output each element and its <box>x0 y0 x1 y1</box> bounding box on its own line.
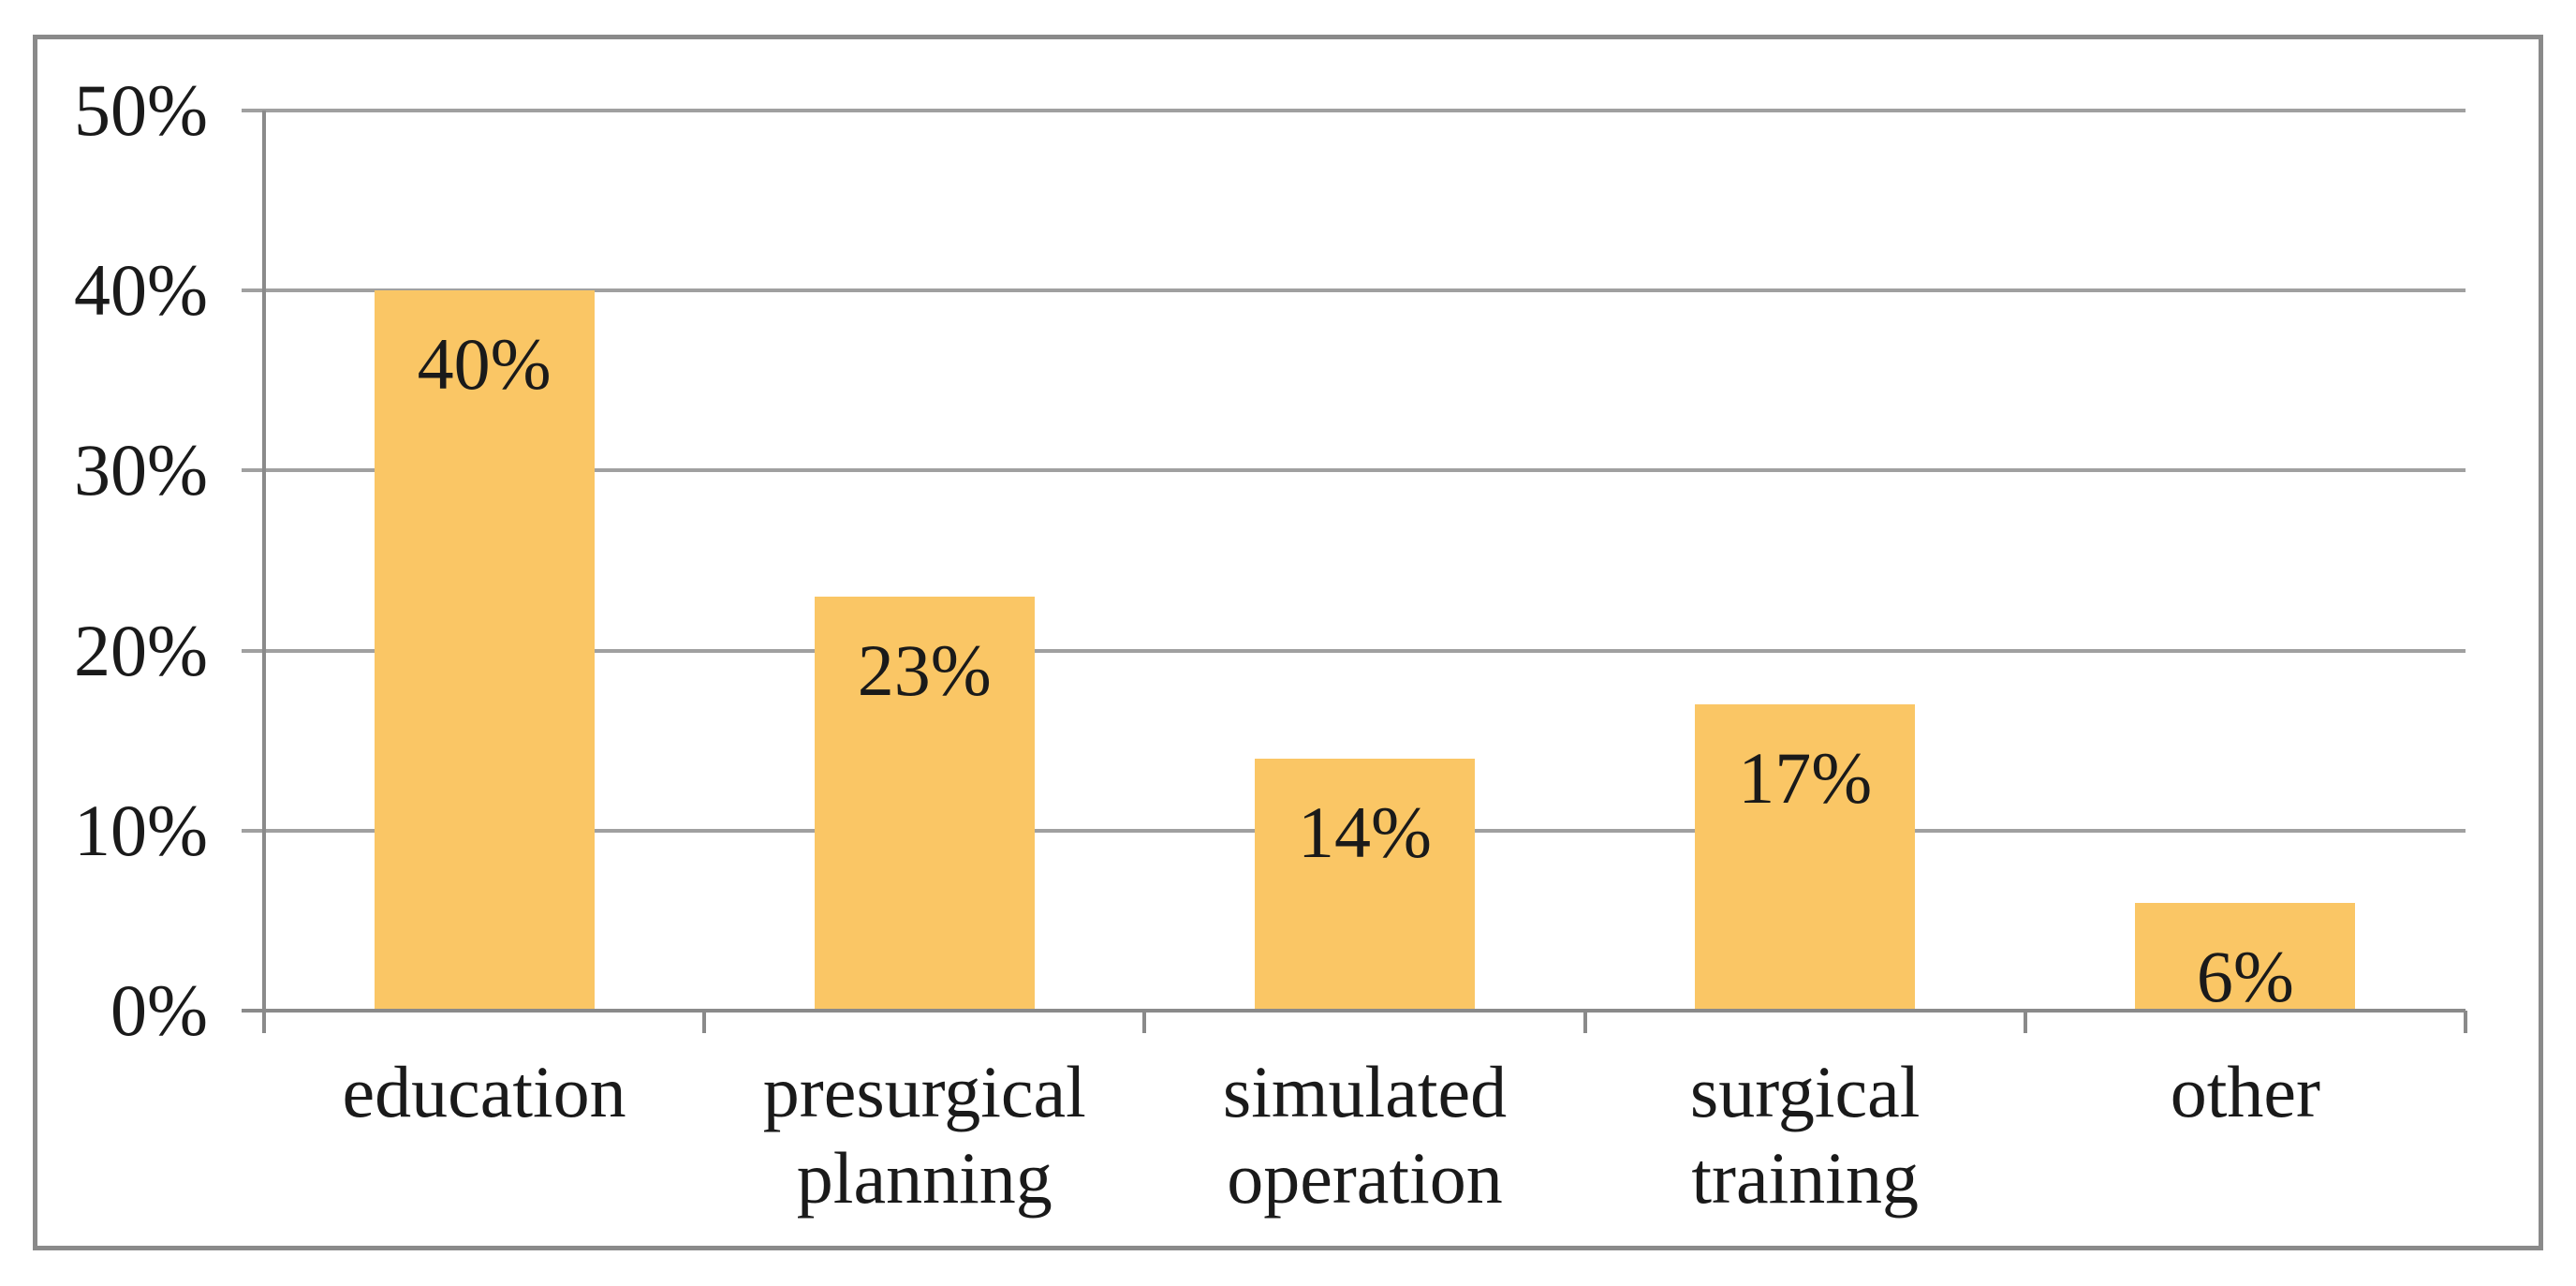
x-axis-tick <box>1142 1011 1147 1033</box>
bar-value-label: 23% <box>857 628 992 711</box>
x-axis-category-label: other <box>2170 1051 2321 1132</box>
y-axis-line <box>262 111 266 1033</box>
bar-value-label: 17% <box>1738 737 1873 820</box>
bar-simulated-operation: 14% <box>1254 758 1476 1011</box>
bar-value-label: 40% <box>417 323 552 406</box>
y-axis-tick-label: 0% <box>110 969 208 1051</box>
bar-presurgical-planning: 23% <box>814 596 1035 1011</box>
x-axis-category-label: simulated operation <box>1222 1051 1508 1219</box>
x-axis-line <box>242 1009 2466 1013</box>
x-axis-category-label: presurgical planning <box>762 1051 1086 1219</box>
y-axis-tick-label: 20% <box>74 609 208 691</box>
x-axis-tick <box>2464 1011 2467 1033</box>
bar-surgical-training: 17% <box>1695 704 1916 1011</box>
bar-value-label: 6% <box>2196 935 2294 1017</box>
y-axis-tick-label: 30% <box>74 429 208 511</box>
x-axis-category-label: surgical training <box>1689 1051 1921 1219</box>
y-axis-tick-label: 10% <box>74 789 208 871</box>
x-axis-tick <box>2023 1011 2027 1033</box>
y-gridline <box>242 288 2466 293</box>
bar-other: 6% <box>2135 902 2356 1017</box>
bar-education: 40% <box>374 290 595 1011</box>
x-axis-tick <box>702 1011 707 1033</box>
x-axis-category-label: education <box>342 1051 626 1132</box>
y-axis-tick-label: 40% <box>74 249 208 332</box>
bar-value-label: 14% <box>1297 791 1432 873</box>
y-axis-tick-label: 50% <box>74 69 208 151</box>
x-axis-tick <box>1582 1011 1587 1033</box>
y-gridline <box>242 109 2466 112</box>
x-axis-tick <box>262 1011 266 1033</box>
y-gridline <box>242 468 2466 473</box>
y-gridline <box>242 648 2466 653</box>
